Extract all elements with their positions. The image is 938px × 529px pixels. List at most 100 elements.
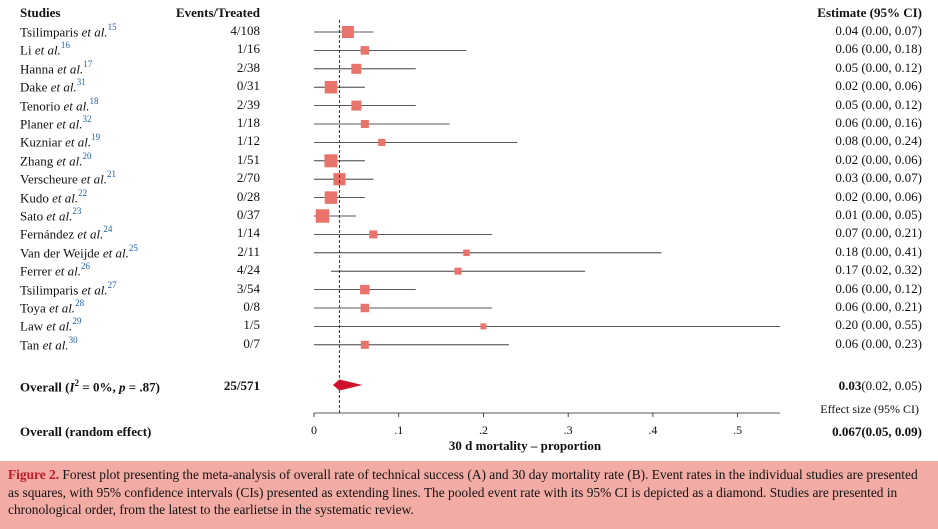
figure-label: Figure 2. (8, 467, 60, 482)
study-etal: et al. (42, 337, 69, 353)
study-square (324, 80, 338, 94)
study-etal: et al. (81, 171, 107, 187)
study-estimate: 0.05 (0.00, 0.12) (835, 59, 922, 75)
study-reference: 25 (128, 242, 138, 253)
study-name: Fernández et al.24 (20, 224, 113, 242)
study-reference: 26 (81, 261, 91, 272)
overall-events: 25/571 (223, 378, 260, 393)
study-etal: et al. (52, 189, 79, 205)
study-author: Law (20, 318, 47, 334)
study-estimate: 0.08 (0.00, 0.24) (835, 133, 922, 149)
study-events: 2/11 (237, 243, 260, 259)
study-name: Hanna et al.17 (20, 59, 92, 77)
x-axis-label: 30 d mortality – proportion (449, 438, 602, 453)
study-etal: et al. (63, 97, 90, 113)
study-events: 1/18 (236, 115, 260, 130)
study-events: 0/28 (236, 188, 260, 204)
study-name: Sato et al.23 (20, 206, 82, 224)
study-name: Kuzniar et al.19 (20, 132, 101, 150)
study-square (360, 120, 369, 128)
study-name: Tsilimparis et al.27 (20, 279, 117, 298)
study-reference: 15 (107, 22, 117, 32)
estimate-header: Estimate (95% CI) (817, 5, 922, 20)
study-etal: et al. (57, 61, 84, 77)
x-tick-label: .4 (648, 423, 657, 437)
caption-text: Forest plot presenting the meta-analysis… (8, 467, 918, 517)
study-reference: 32 (82, 114, 92, 124)
study-square (324, 191, 338, 204)
study-author: Sato (20, 208, 47, 224)
study-square (324, 154, 338, 168)
study-square (360, 46, 370, 55)
random-effect-label: Overall (random effect) (20, 424, 152, 439)
random-effect-estimate: 0.067(0.05, 0.09) (832, 424, 922, 439)
study-name: Li et al.16 (20, 40, 70, 58)
study-author: Tenorio (20, 97, 64, 113)
study-estimate: 0.05 (0.00, 0.12) (835, 96, 922, 112)
study-events: 1/12 (236, 133, 260, 149)
x-tick-label: 0 (311, 423, 317, 437)
study-estimate: 0.07 (0.00, 0.21) (835, 225, 922, 241)
study-events: 0/8 (243, 299, 260, 314)
figure-caption: Figure 2. Forest plot presenting the met… (0, 461, 938, 529)
study-square (369, 230, 378, 239)
study-etal: et al. (56, 116, 83, 132)
study-estimate: 0.20 (0.00, 0.55) (835, 317, 922, 333)
study-etal: et al. (46, 208, 73, 224)
study-events: 0/37 (236, 207, 260, 222)
study-square (378, 138, 386, 146)
x-tick-label: .5 (733, 423, 742, 437)
study-etal: et al. (65, 134, 92, 150)
study-estimate: 0.06 (0.00, 0.23) (835, 335, 922, 351)
study-estimate: 0.02 (0.00, 0.06) (835, 78, 922, 94)
study-etal: et al. (55, 263, 82, 279)
study-author: Fernández (20, 226, 78, 242)
x-tick-label: .1 (394, 423, 403, 437)
study-reference: 27 (107, 279, 117, 290)
study-events: 0/7 (243, 335, 260, 351)
study-events: 2/39 (236, 96, 260, 112)
overall-estimate: 0.03(0.02, 0.05) (838, 378, 922, 393)
study-events: 0/31 (236, 78, 260, 94)
overall-diamond (332, 379, 363, 391)
study-reference: 22 (78, 187, 88, 198)
study-reference: 28 (75, 298, 85, 308)
study-events: 1/5 (243, 317, 260, 333)
study-author: Dake (20, 79, 51, 95)
study-estimate: 0.03 (0.00, 0.07) (835, 170, 922, 186)
study-etal: et al. (102, 245, 129, 261)
study-reference: 16 (60, 40, 70, 51)
study-author: Tsilimparis (20, 281, 82, 297)
study-author: Toya (20, 300, 50, 316)
study-square (341, 26, 354, 38)
x-tick-label: .3 (564, 423, 573, 437)
study-reference: 19 (91, 132, 101, 143)
study-square (360, 284, 370, 295)
forest-plot: 0 .1 .2 .3 .4 .5 30 d mortality – proportion (311, 20, 780, 453)
study-events: 4/24 (236, 262, 260, 278)
study-name: Planer et al.32 (20, 114, 92, 132)
study-reference: 31 (76, 77, 86, 88)
study-estimate: 0.18 (0.00, 0.41) (835, 243, 922, 259)
study-etal: et al. (81, 24, 108, 40)
study-square (463, 249, 470, 257)
study-author: Li (20, 42, 35, 58)
study-reference: 24 (103, 224, 113, 235)
study-etal: et al. (56, 153, 83, 169)
study-reference: 20 (82, 150, 92, 161)
study-reference: 23 (72, 206, 82, 216)
study-reference: 18 (89, 95, 99, 106)
study-events: 1/51 (236, 151, 260, 167)
study-name: Tan et al.30 (20, 335, 78, 353)
study-estimate: 0.06 (0.00, 0.12) (835, 280, 922, 296)
study-name: Law et al.29 (20, 316, 81, 334)
study-author: Van der Weijde (20, 245, 103, 261)
study-name: Tsilimparis et al.15 (20, 22, 117, 40)
study-square (351, 63, 362, 74)
study-etal: et al. (77, 226, 104, 242)
study-etal: et al. (46, 318, 73, 334)
study-name: Tenorio et al.18 (20, 95, 99, 114)
study-author: Tan (20, 337, 43, 353)
study-name: Kudo et al.22 (20, 187, 88, 206)
study-estimate: 0.06 (0.00, 0.21) (835, 299, 922, 314)
